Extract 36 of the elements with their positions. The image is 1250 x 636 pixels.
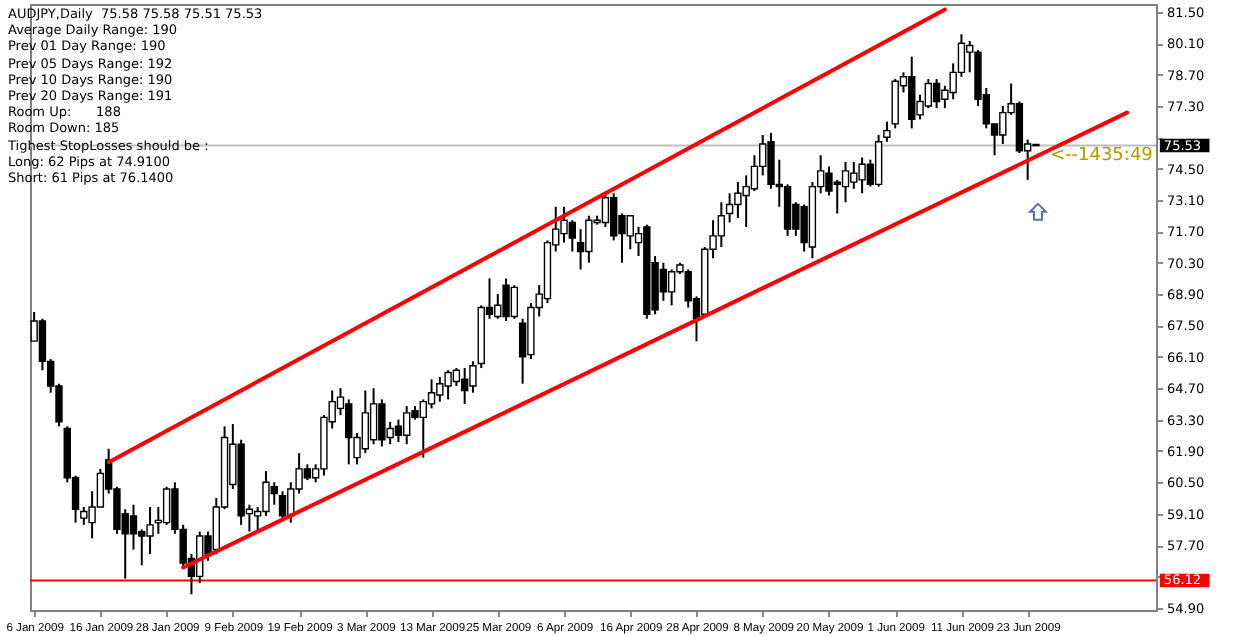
candlestick bbox=[858, 156, 866, 195]
candlestick bbox=[1015, 100, 1024, 154]
candlestick bbox=[378, 398, 386, 448]
candlestick bbox=[510, 284, 519, 320]
candlestick bbox=[924, 78, 933, 110]
candlestick bbox=[833, 178, 841, 215]
candlestick bbox=[568, 219, 576, 253]
candlestick bbox=[734, 181, 742, 219]
candlestick bbox=[932, 78, 941, 110]
candlestick bbox=[460, 367, 469, 405]
candlestick bbox=[436, 376, 444, 403]
candlestick bbox=[667, 268, 676, 307]
candlestick bbox=[560, 205, 568, 244]
annotation: <--1435:49 bbox=[1049, 146, 1153, 166]
candlestick bbox=[394, 418, 403, 443]
candlestick bbox=[361, 389, 370, 455]
candlestick bbox=[874, 134, 883, 188]
candlestick bbox=[783, 183, 792, 237]
candlestick bbox=[717, 201, 726, 249]
candlestick bbox=[345, 398, 353, 466]
candlestick bbox=[419, 398, 427, 459]
candlestick bbox=[626, 214, 634, 251]
candlestick bbox=[403, 405, 411, 446]
candlestick bbox=[841, 160, 850, 204]
candlestick bbox=[610, 192, 618, 242]
candlestick bbox=[427, 378, 436, 410]
candlestick bbox=[270, 481, 278, 506]
candlestick bbox=[369, 387, 378, 446]
candlestick bbox=[129, 503, 138, 551]
candlestick bbox=[850, 160, 858, 190]
candlestick bbox=[908, 55, 916, 130]
candlestick bbox=[502, 277, 510, 322]
candlestick bbox=[585, 214, 593, 264]
candlestick bbox=[725, 192, 734, 224]
candlestick bbox=[444, 369, 452, 401]
candlestick bbox=[162, 485, 171, 526]
